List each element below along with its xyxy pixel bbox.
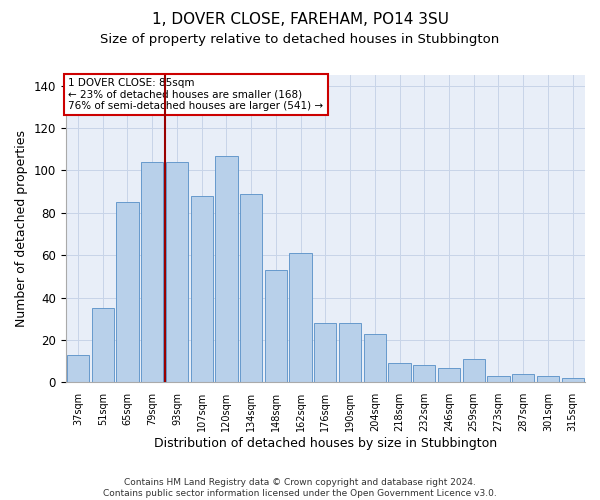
Bar [537,376,559,382]
Text: 1 DOVER CLOSE: 85sqm
← 23% of detached houses are smaller (168)
76% of semi-deta: 1 DOVER CLOSE: 85sqm ← 23% of detached h… [68,78,323,112]
Bar [314,323,337,382]
Bar [92,308,114,382]
Bar [463,359,485,382]
Bar [388,364,410,382]
Bar [116,202,139,382]
Bar [364,334,386,382]
Bar [438,368,460,382]
Bar [562,378,584,382]
Bar [215,156,238,382]
Text: Size of property relative to detached houses in Stubbington: Size of property relative to detached ho… [100,32,500,46]
Bar [487,376,509,382]
Y-axis label: Number of detached properties: Number of detached properties [15,130,28,327]
Text: 1, DOVER CLOSE, FAREHAM, PO14 3SU: 1, DOVER CLOSE, FAREHAM, PO14 3SU [151,12,449,28]
Bar [512,374,535,382]
Bar [191,196,213,382]
Bar [67,355,89,382]
Bar [289,253,312,382]
Bar [240,194,262,382]
Bar [141,162,163,382]
Bar [166,162,188,382]
Bar [339,323,361,382]
Bar [265,270,287,382]
X-axis label: Distribution of detached houses by size in Stubbington: Distribution of detached houses by size … [154,437,497,450]
Text: Contains HM Land Registry data © Crown copyright and database right 2024.
Contai: Contains HM Land Registry data © Crown c… [103,478,497,498]
Bar [413,366,436,382]
